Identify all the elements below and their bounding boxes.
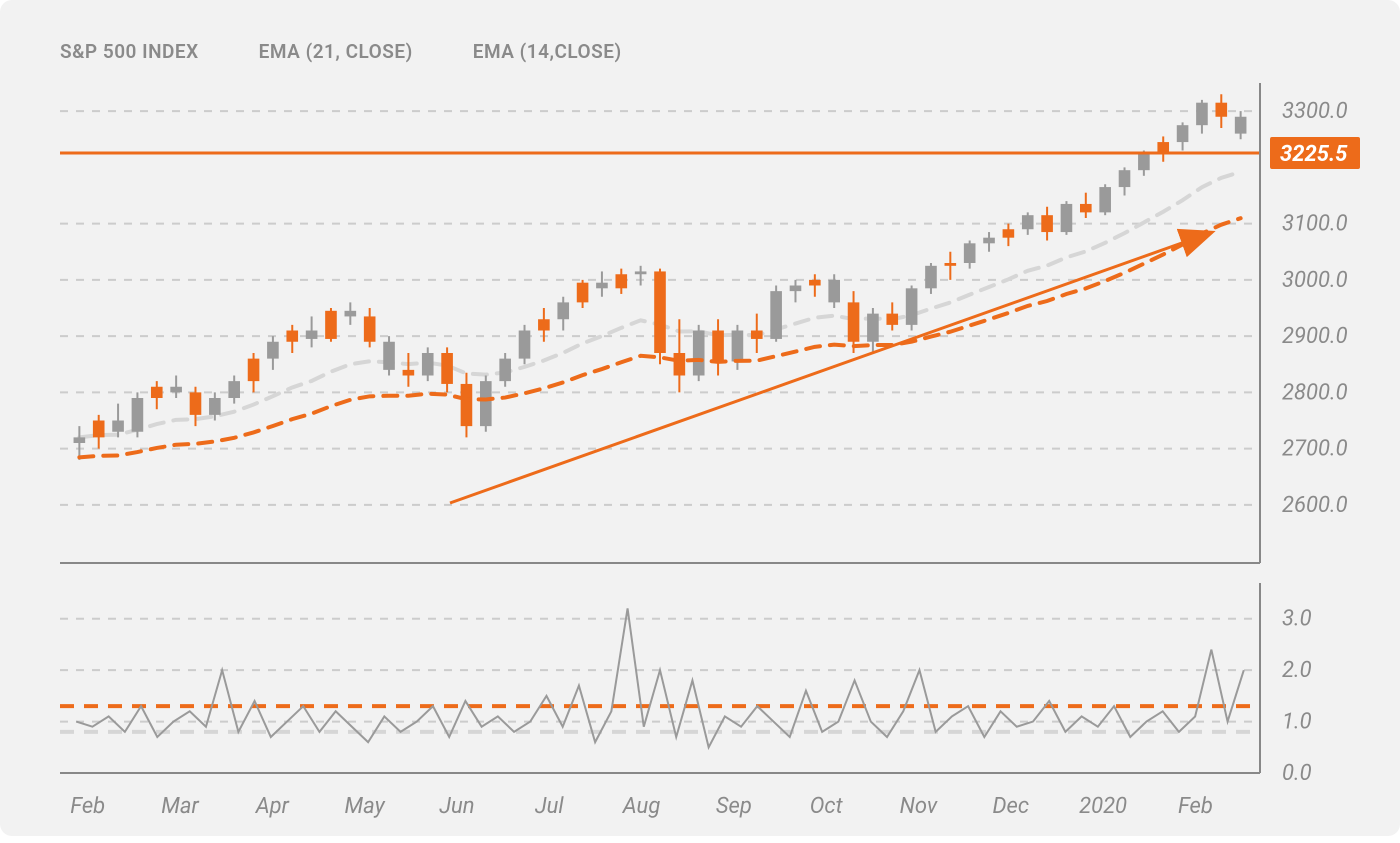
svg-text:Feb: Feb bbox=[1178, 794, 1213, 819]
svg-text:3000.0: 3000.0 bbox=[1282, 268, 1348, 293]
svg-text:Mar: Mar bbox=[161, 794, 199, 819]
svg-text:3.0: 3.0 bbox=[1282, 607, 1312, 632]
legend-title: S&P 500 INDEX bbox=[60, 40, 199, 63]
chart-svg: 2600.0 2700.0 2800.0 2900.0 3000.0 3100.0 3300… bbox=[60, 73, 1400, 843]
svg-text:Dec: Dec bbox=[993, 794, 1030, 819]
svg-text:Apr: Apr bbox=[255, 794, 290, 819]
legend-ema14: EMA (14,CLOSE) bbox=[473, 40, 622, 63]
svg-text:3225.5: 3225.5 bbox=[1280, 142, 1348, 167]
svg-text:2.0: 2.0 bbox=[1282, 658, 1312, 683]
svg-text:Oct: Oct bbox=[810, 794, 844, 819]
svg-text:Jun: Jun bbox=[439, 794, 474, 819]
svg-text:Sep: Sep bbox=[716, 794, 752, 819]
chart-legend: S&P 500 INDEX EMA (21, CLOSE) EMA (14,CL… bbox=[60, 40, 1400, 63]
svg-text:2600.0: 2600.0 bbox=[1282, 493, 1348, 518]
chart-container: S&P 500 INDEX EMA (21, CLOSE) EMA (14,CL… bbox=[0, 0, 1400, 836]
svg-text:Aug: Aug bbox=[622, 794, 661, 819]
svg-text:1.0: 1.0 bbox=[1282, 710, 1312, 735]
svg-text:2900.0: 2900.0 bbox=[1282, 324, 1348, 349]
svg-text:Nov: Nov bbox=[900, 794, 938, 819]
svg-text:3100.0: 3100.0 bbox=[1282, 212, 1348, 237]
legend-ema21: EMA (21, CLOSE) bbox=[259, 40, 413, 63]
svg-text:Jul: Jul bbox=[535, 794, 565, 819]
svg-text:May: May bbox=[345, 794, 386, 819]
svg-text:Feb: Feb bbox=[70, 794, 105, 819]
svg-text:2800.0: 2800.0 bbox=[1282, 380, 1348, 405]
svg-text:2700.0: 2700.0 bbox=[1282, 437, 1348, 462]
svg-text:0.0: 0.0 bbox=[1282, 761, 1312, 786]
svg-text:2020: 2020 bbox=[1079, 794, 1127, 819]
svg-text:3300.0: 3300.0 bbox=[1282, 99, 1348, 124]
